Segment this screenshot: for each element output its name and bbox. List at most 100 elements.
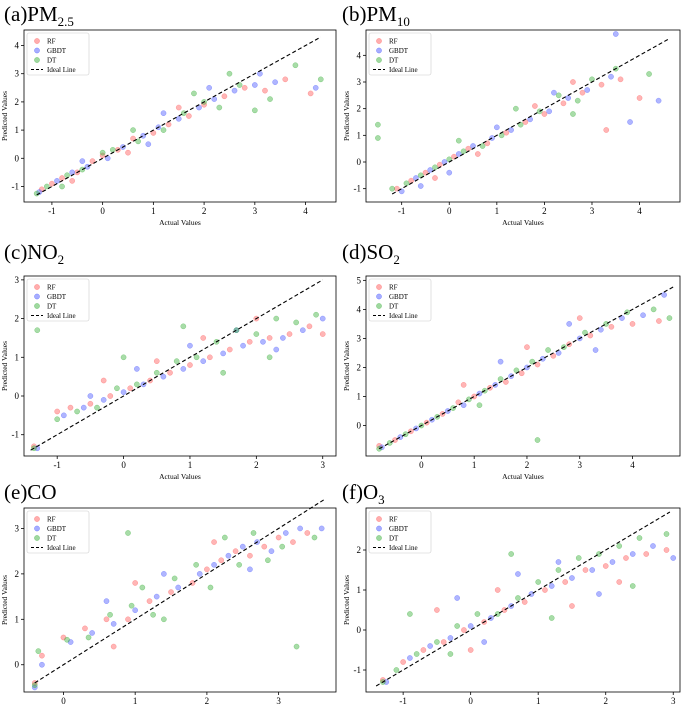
x-tick-label: 3 [590, 206, 595, 216]
x-axis-label: Actual Values [159, 472, 201, 481]
legend-label: RF [47, 38, 56, 46]
legend-marker [376, 303, 382, 309]
point-dt [191, 90, 197, 97]
point-rf [67, 404, 74, 411]
point-dt [64, 636, 70, 643]
chart-title: (a)PM2.5 [4, 2, 74, 29]
point-gbdt [524, 364, 530, 371]
point-dt [494, 611, 501, 617]
point-rf [392, 437, 398, 443]
x-axis-label: Actual Values [159, 218, 201, 227]
y-tick-label: 2 [357, 104, 362, 114]
legend-label: DT [389, 57, 399, 65]
point-gbdt [239, 543, 246, 550]
point-dt [529, 358, 536, 365]
point-dt [279, 543, 286, 550]
legend-label: DT [47, 303, 57, 311]
x-axis-label: Actual Values [502, 218, 544, 227]
y-tick-label: 3 [357, 77, 362, 87]
point-dt [596, 551, 602, 557]
point-rf [218, 557, 225, 564]
y-tick-label: 0 [15, 153, 20, 163]
point-rf [562, 579, 569, 585]
legend-box [368, 510, 432, 554]
point-gbdt [60, 412, 67, 419]
point-rf [175, 104, 182, 111]
point-dt [180, 323, 187, 330]
point-gbdt [257, 70, 263, 77]
point-gbdt [80, 404, 87, 411]
legend-marker [376, 57, 382, 63]
point-gbdt [655, 97, 662, 104]
point-gbdt [650, 543, 656, 549]
point-gbdt [145, 141, 152, 148]
x-tick-label: 0 [121, 460, 126, 470]
point-dt [135, 138, 141, 145]
point-gbdt [220, 350, 226, 357]
point-gbdt [110, 621, 117, 627]
point-gbdt [515, 571, 521, 577]
point-gbdt [175, 115, 182, 122]
point-dt [220, 369, 226, 376]
point-gbdt [260, 338, 266, 345]
point-rf [290, 539, 296, 545]
point-gbdt [584, 87, 591, 93]
point-gbdt [627, 119, 633, 125]
point-gbdt [196, 571, 203, 577]
point-rf [59, 175, 65, 181]
legend-label: DT [389, 303, 399, 311]
point-gbdt [268, 548, 275, 555]
point-dt [173, 358, 180, 365]
point-dt [317, 76, 324, 83]
x-tick-label: 0 [468, 696, 473, 706]
y-tick-label: 0 [357, 421, 362, 431]
point-gbdt [206, 84, 213, 91]
point-dt [130, 127, 136, 133]
point-dt [267, 96, 273, 102]
point-rf [54, 408, 61, 415]
point-rf [307, 90, 314, 97]
x-tick-label: 3 [276, 696, 281, 706]
point-dt [125, 530, 131, 536]
point-dt [99, 149, 106, 156]
point-dt [85, 634, 92, 641]
point-dt [574, 97, 581, 104]
panel-o3: (f)O3 -1 0 1 2 3 -1 0 1 2 Actual Values Predicted … [342, 472, 685, 708]
point-dt [629, 583, 636, 589]
legend-label: Ideal Line [389, 544, 418, 552]
point-dt [207, 584, 214, 591]
point-rf [103, 616, 110, 623]
point-dt [311, 534, 318, 541]
x-tick-label: 2 [254, 460, 259, 470]
point-rf [49, 180, 55, 187]
point-dt [636, 535, 643, 541]
point-rf [125, 149, 131, 156]
point-gbdt [629, 551, 636, 557]
legend-marker [376, 535, 382, 541]
point-dt [266, 354, 273, 361]
x-tick-label: 1 [151, 206, 156, 216]
point-gbdt [89, 630, 95, 636]
point-rf [282, 76, 289, 83]
point-dt [153, 369, 160, 376]
point-rf [211, 539, 217, 545]
point-rf [576, 315, 583, 321]
point-dt [616, 543, 623, 549]
point-rf [207, 354, 213, 361]
point-dt [236, 82, 243, 88]
point-dt [139, 584, 146, 591]
point-gbdt [481, 639, 488, 645]
plot-frame [23, 507, 337, 693]
point-rf [503, 129, 510, 136]
point-gbdt [297, 525, 303, 532]
legend-label: Ideal Line [47, 66, 76, 74]
chart-title: (c)NO2 [4, 240, 65, 267]
point-dt [413, 651, 420, 657]
x-tick-label: 2 [542, 206, 547, 216]
point-rf [560, 100, 567, 107]
point-dt [650, 306, 657, 313]
point-rf [623, 555, 629, 561]
